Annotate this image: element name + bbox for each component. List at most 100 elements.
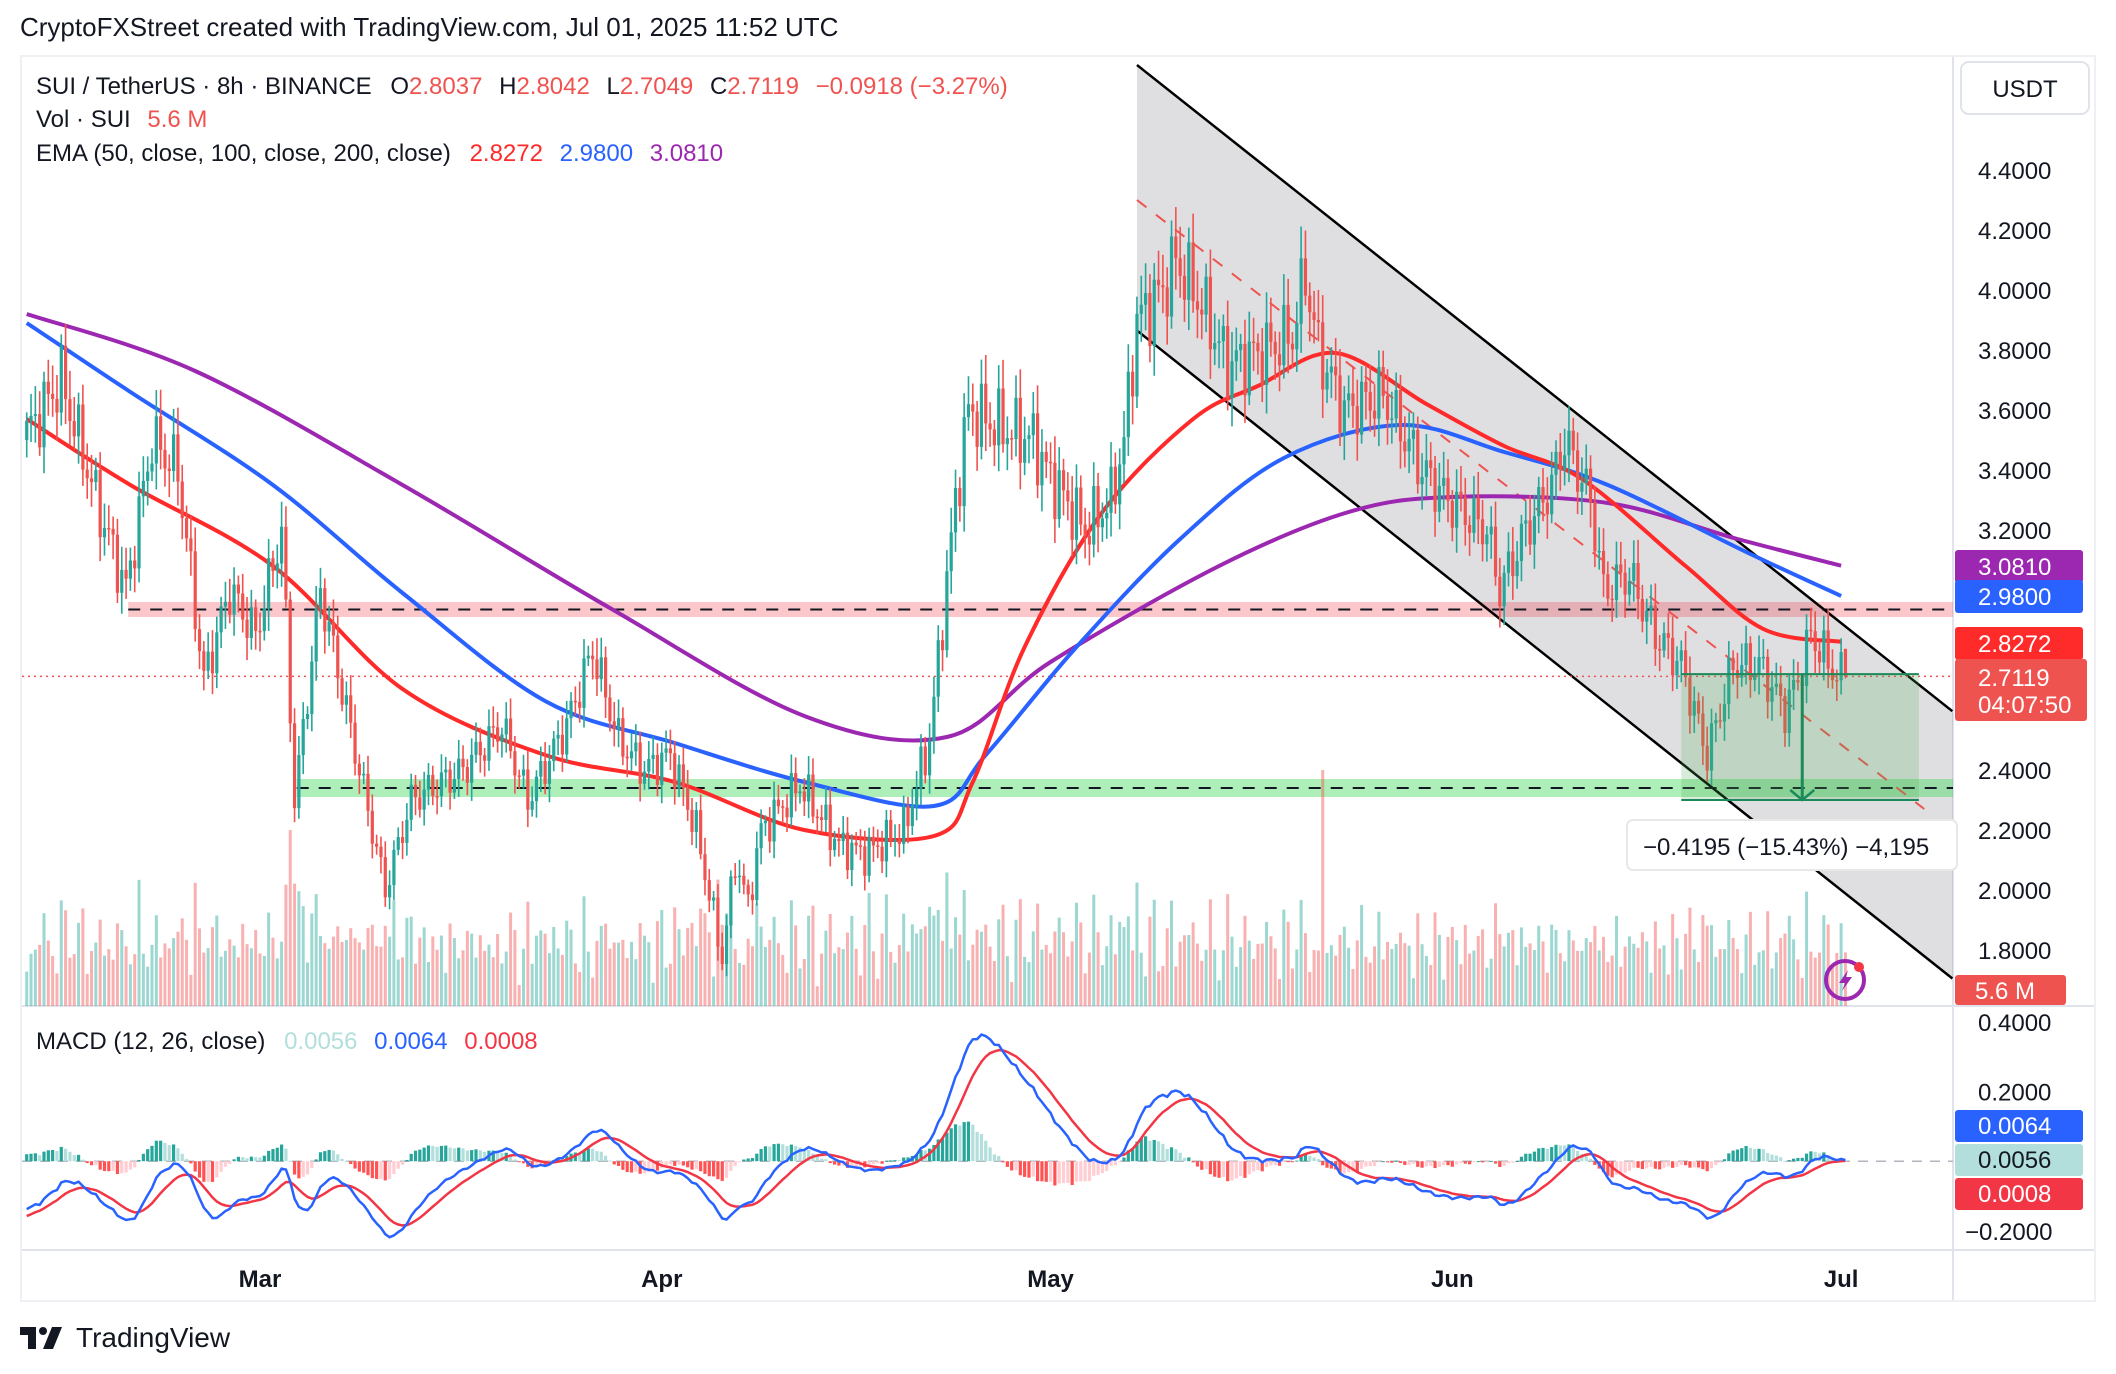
volume-bar <box>154 915 158 1006</box>
macd-histogram-bar <box>1770 1154 1774 1162</box>
macd-histogram-bar <box>1044 1161 1048 1182</box>
candle-body <box>133 560 137 569</box>
macd-histogram-bar <box>902 1157 906 1162</box>
volume-bar <box>586 951 590 1006</box>
volume-bar <box>1627 936 1631 1006</box>
candle-body <box>496 727 500 742</box>
macd-histogram-bar <box>1273 1161 1277 1166</box>
macd-histogram-bar <box>496 1152 500 1162</box>
macd-histogram-bar <box>271 1149 275 1162</box>
candle-body <box>1152 279 1156 347</box>
change-value: −0.0918 (−3.27%) <box>816 73 1008 100</box>
volume-bar <box>1230 936 1234 1006</box>
macd-histogram-bar <box>746 1158 750 1162</box>
price-tick-label: 2.4000 <box>1978 758 2051 785</box>
lightning-icon[interactable] <box>1824 959 1866 1001</box>
macd-histogram-bar <box>1005 1161 1009 1167</box>
volume-bar <box>547 953 551 1006</box>
macd-histogram-bar <box>206 1161 210 1182</box>
candle-body <box>1113 466 1117 505</box>
macd-histogram-bar <box>1766 1153 1770 1162</box>
volume-bar <box>729 886 733 1006</box>
candle-body <box>210 651 215 674</box>
candle-body <box>1105 512 1109 519</box>
macd-histogram-bar <box>1688 1161 1692 1168</box>
macd-histogram-bar <box>305 1161 310 1175</box>
macd-histogram-bar <box>1502 1161 1506 1167</box>
macd-histogram-bar <box>1429 1161 1433 1166</box>
volume-bar <box>102 955 106 1006</box>
volume-bar <box>932 915 936 1006</box>
volume-bar <box>444 972 448 1006</box>
volume-bar <box>85 973 89 1006</box>
volume-bar <box>552 926 556 1006</box>
volume-bar <box>1576 950 1580 1006</box>
macd-histogram-bar <box>984 1140 988 1162</box>
volume-bar <box>1839 923 1843 1006</box>
macd-histogram-bar <box>919 1150 923 1162</box>
volume-bar <box>1174 966 1178 1006</box>
candle-body <box>1200 309 1204 315</box>
volume-bar <box>595 940 599 1006</box>
macd-histogram-bar <box>716 1161 720 1180</box>
macd-label: MACD (12, 26, close) <box>36 1028 265 1055</box>
macd-histogram-bar <box>1614 1161 1619 1175</box>
volume-bar <box>906 951 910 1006</box>
candle-body <box>159 416 163 450</box>
volume-bar <box>617 942 621 1006</box>
price-axis[interactable]: 4.4000 4.2000 4.0000 3.8000 3.6000 3.4000 3.20… <box>1978 158 2051 965</box>
macd-axis[interactable]: 0.4000 0.2000 −0.2000 <box>1965 1010 2052 1246</box>
macd-histogram-bar <box>159 1140 163 1162</box>
tradingview-logo[interactable]: TradingView <box>20 1322 230 1354</box>
macd-histogram-bar <box>89 1161 94 1166</box>
macd-histogram-bar <box>772 1144 776 1162</box>
volume-bar <box>746 938 750 1006</box>
macd-histogram-bar <box>1191 1161 1195 1163</box>
candle-body <box>755 848 759 901</box>
candle-body <box>798 791 802 794</box>
volume-bar <box>1135 882 1139 1006</box>
volume-bar <box>1688 907 1692 1006</box>
candle-body <box>1342 400 1346 433</box>
macd-histogram-bar <box>897 1160 901 1162</box>
candle-body <box>1048 461 1053 464</box>
macd-histogram-bar <box>932 1144 936 1162</box>
macd-histogram-bar <box>1735 1149 1740 1162</box>
volume-bar <box>232 945 236 1006</box>
volume-bar <box>1610 955 1614 1006</box>
volume-bar <box>871 951 875 1006</box>
macd-histogram-bar <box>759 1149 763 1162</box>
macd-histogram-bar <box>193 1161 197 1172</box>
candle-body <box>621 718 625 757</box>
macd-tick-label: 0.4000 <box>1978 1010 2051 1037</box>
volume-bar <box>1152 899 1156 1006</box>
candle-body <box>794 773 798 794</box>
volume-bar <box>1442 979 1446 1006</box>
candle-body <box>867 836 871 876</box>
time-axis[interactable]: Mar Apr May Jun Jul <box>239 1266 1859 1293</box>
currency-button[interactable]: USDT <box>1960 61 2090 115</box>
volume-bar <box>1796 959 1800 1006</box>
macd-histogram-bar <box>292 1161 297 1175</box>
candle-body <box>154 416 158 464</box>
macd-histogram-bar <box>595 1151 599 1162</box>
macd-histogram-bar <box>405 1159 409 1162</box>
macd-histogram-bar <box>1381 1161 1385 1163</box>
volume-bar <box>366 927 370 1006</box>
macd-histogram-bar <box>1757 1148 1761 1162</box>
volume-bar <box>966 960 970 1006</box>
macd-histogram-bar <box>1480 1161 1485 1163</box>
macd-histogram-bar <box>150 1145 154 1162</box>
volume-bar <box>1355 940 1359 1006</box>
macd-histogram-bar <box>1576 1150 1580 1162</box>
candle-body <box>1766 656 1770 702</box>
macd-histogram-bar <box>521 1161 526 1164</box>
volume-bar <box>1178 941 1182 1006</box>
candle-body <box>310 661 314 714</box>
candle-body <box>1804 629 1809 687</box>
macd-histogram-bar <box>958 1125 962 1162</box>
candle-body <box>1316 319 1320 323</box>
macd-histogram-bar <box>1061 1161 1066 1184</box>
candle-body <box>452 779 456 793</box>
